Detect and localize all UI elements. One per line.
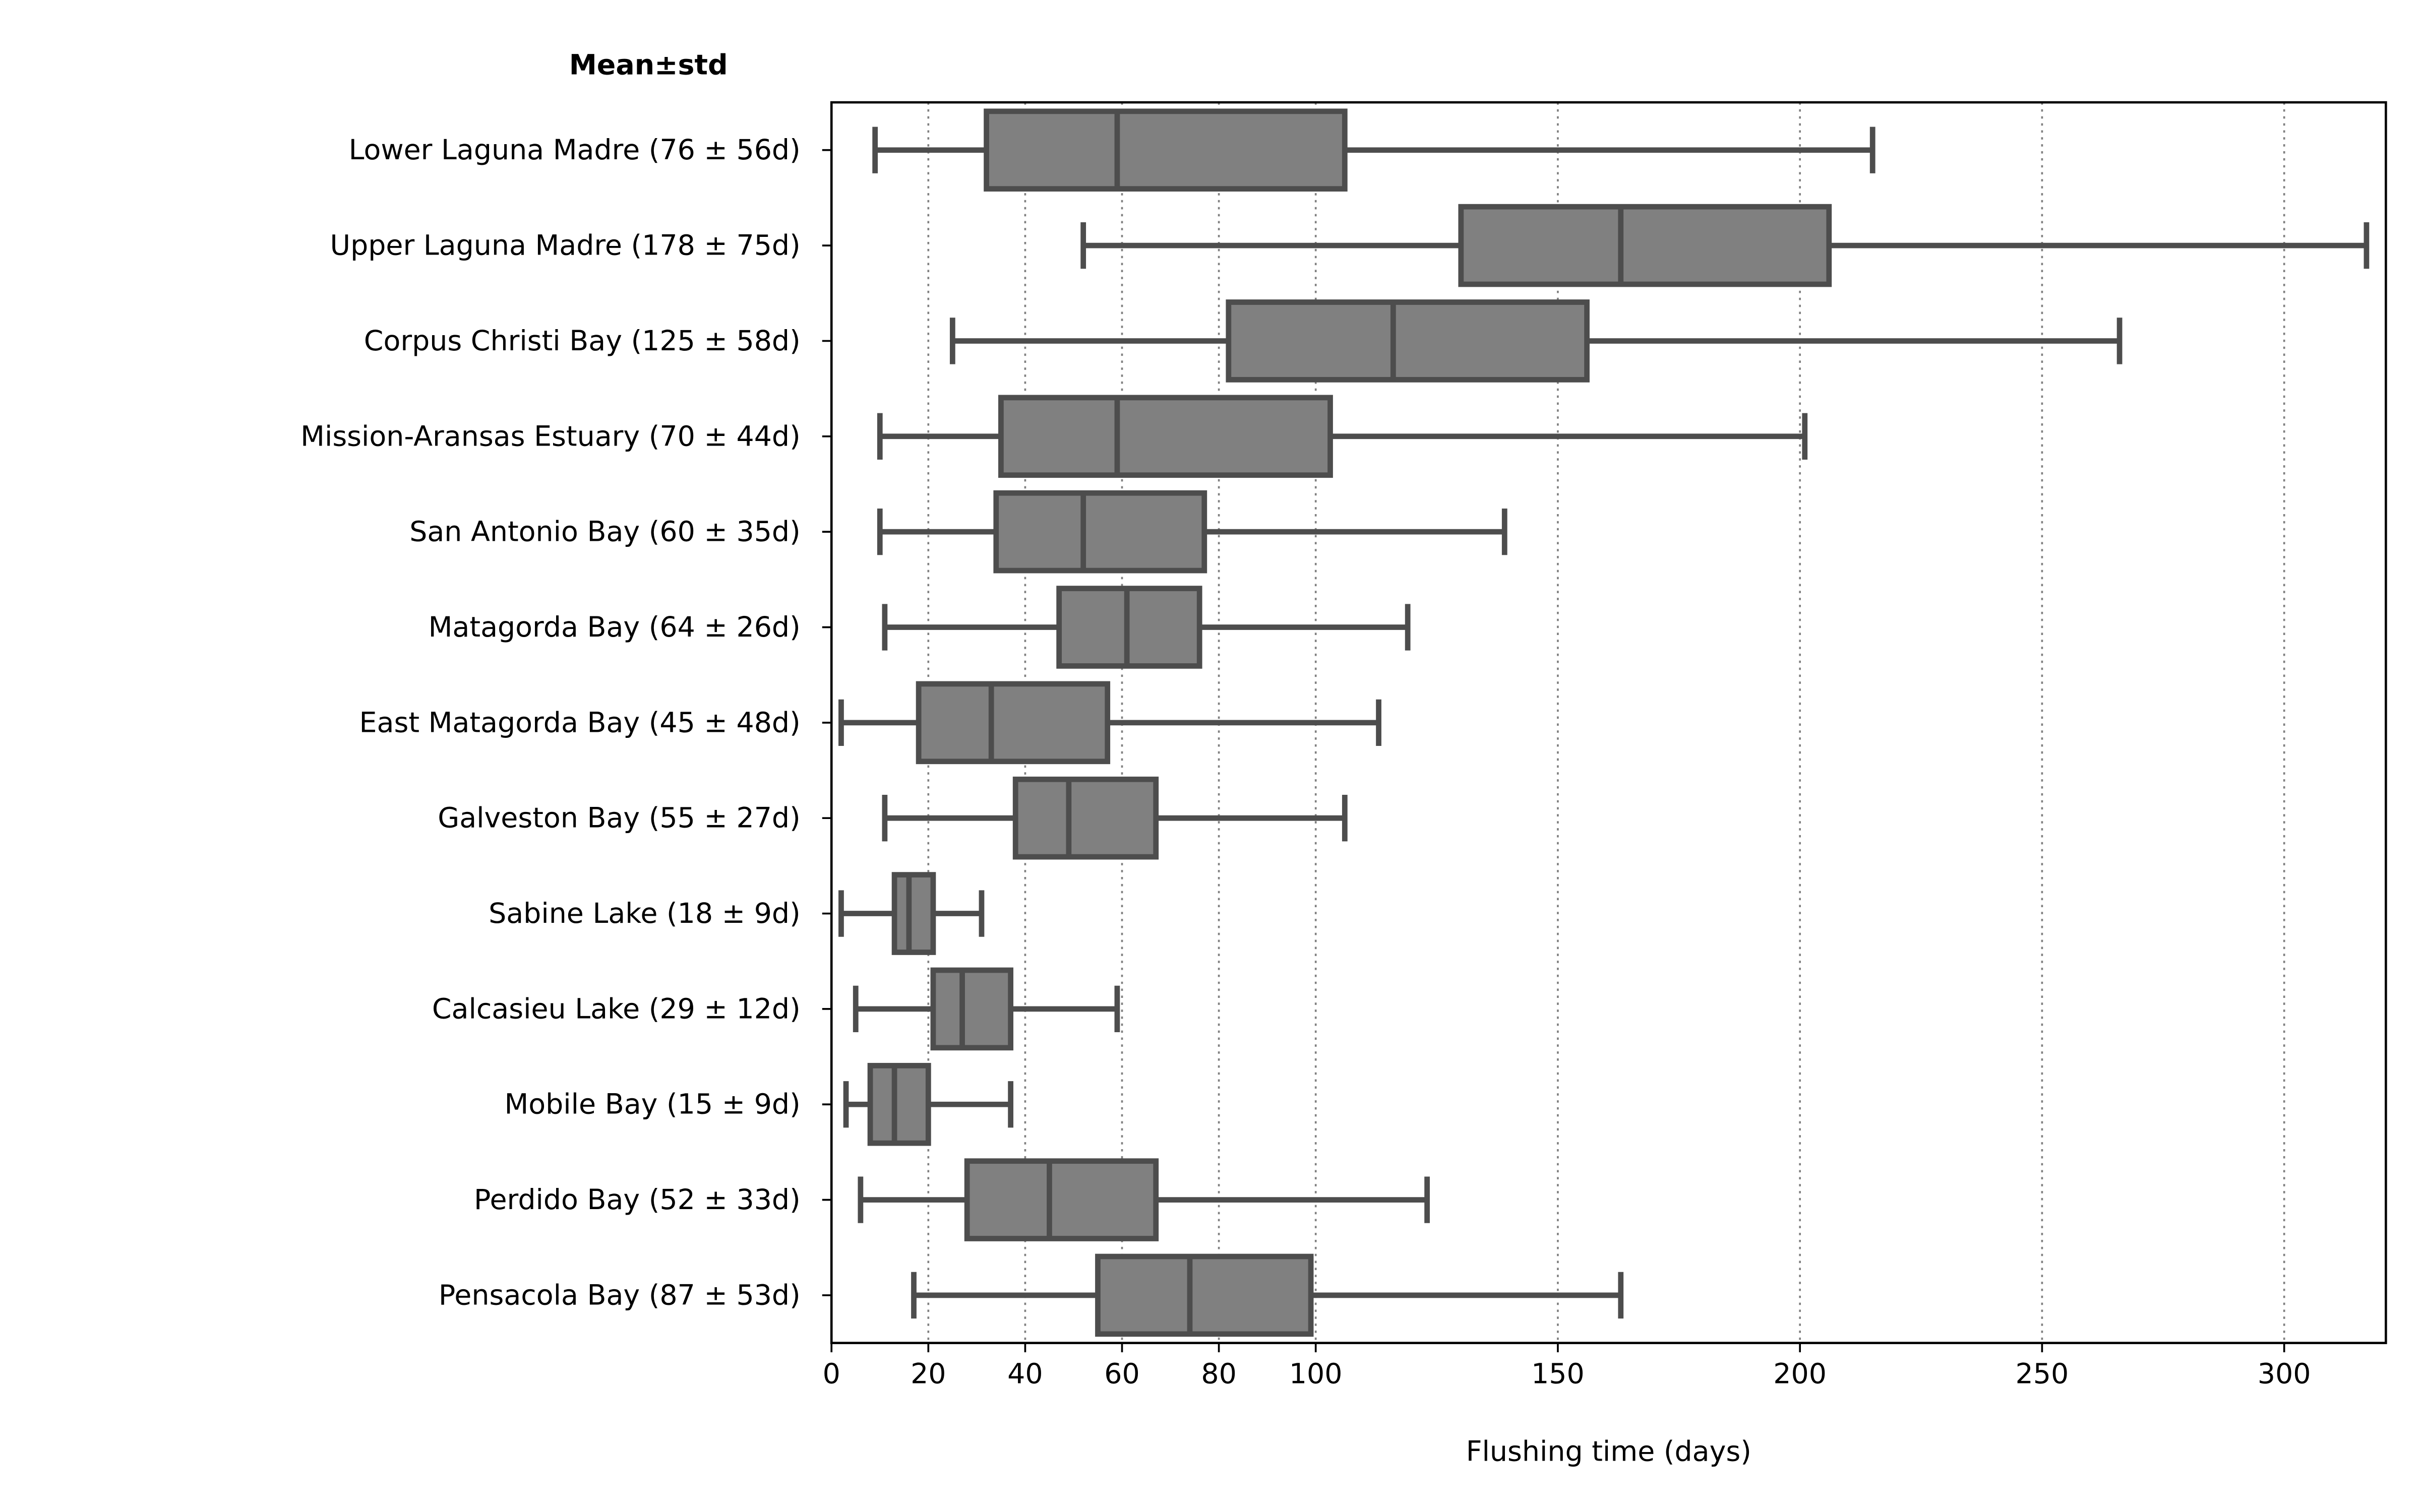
y-axis: Lower Laguna Madre (76 ± 56d) Upper Lagun… bbox=[300, 134, 832, 1311]
box bbox=[1458, 204, 1832, 287]
box-group bbox=[882, 586, 1411, 669]
box-group bbox=[838, 681, 1381, 765]
x-tick-label: 200 bbox=[1773, 1358, 1827, 1391]
x-tick-label: 150 bbox=[1531, 1358, 1585, 1391]
box-group bbox=[853, 967, 1120, 1051]
x-tick-label: 40 bbox=[1007, 1358, 1043, 1391]
y-tick-label: Perdido Bay (52 ± 33d) bbox=[474, 1184, 801, 1216]
box-group bbox=[911, 1253, 1624, 1337]
box bbox=[891, 872, 936, 955]
box-group bbox=[877, 395, 1808, 478]
box bbox=[993, 490, 1207, 574]
y-tick-label: Mobile Bay (15 ± 9d) bbox=[504, 1089, 800, 1121]
x-axis-label: Flushing time (days) bbox=[1466, 1435, 1751, 1468]
y-tick-label: Upper Laguna Madre (178 ± 75d) bbox=[330, 230, 801, 262]
box bbox=[998, 395, 1333, 478]
y-tick-label: Calcasieu Lake (29 ± 12d) bbox=[432, 993, 801, 1025]
box-group bbox=[877, 490, 1507, 574]
x-tick-label: 60 bbox=[1104, 1358, 1139, 1391]
box bbox=[930, 967, 1013, 1051]
x-tick-label: 250 bbox=[2016, 1358, 2069, 1391]
y-tick-label: San Antonio Bay (60 ± 35d) bbox=[409, 516, 800, 548]
box-group bbox=[949, 299, 2123, 383]
box bbox=[964, 1158, 1159, 1241]
box-group bbox=[843, 1062, 1013, 1146]
box bbox=[867, 1062, 931, 1146]
x-tick-label: 100 bbox=[1289, 1358, 1343, 1391]
box-group bbox=[872, 108, 1876, 192]
y-tick-label: Matagorda Bay (64 ± 26d) bbox=[429, 611, 801, 644]
y-tick-label: East Matagorda Bay (45 ± 48d) bbox=[359, 707, 801, 739]
x-tick-label: 80 bbox=[1201, 1358, 1236, 1391]
y-tick-label: Sabine Lake (18 ± 9d) bbox=[489, 898, 801, 930]
x-axis: 0 20 40 60 80 100 150 200 250 300 bbox=[823, 1343, 2311, 1391]
y-tick-label: Pensacola Bay (87 ± 53d) bbox=[439, 1279, 801, 1311]
y-tick-label: Lower Laguna Madre (76 ± 56d) bbox=[349, 134, 801, 166]
box bbox=[984, 108, 1348, 192]
y-tick-label: Corpus Christi Bay (125 ± 58d) bbox=[364, 325, 801, 357]
y-tick-label: Mission-Aransas Estuary (70 ± 44d) bbox=[300, 420, 801, 453]
chart-title: Mean±std bbox=[569, 49, 728, 82]
boxes bbox=[838, 108, 2370, 1337]
box-group bbox=[858, 1158, 1430, 1241]
box bbox=[916, 681, 1111, 765]
box bbox=[1226, 299, 1590, 383]
box-group bbox=[838, 872, 985, 955]
box bbox=[1095, 1253, 1314, 1337]
box-group bbox=[882, 776, 1348, 860]
x-tick-label: 0 bbox=[823, 1358, 840, 1391]
box bbox=[1012, 776, 1159, 860]
box-group bbox=[1080, 204, 2370, 287]
x-tick-label: 20 bbox=[911, 1358, 946, 1391]
y-tick-label: Galveston Bay (55 ± 27d) bbox=[438, 802, 800, 835]
x-tick-label: 300 bbox=[2258, 1358, 2311, 1391]
